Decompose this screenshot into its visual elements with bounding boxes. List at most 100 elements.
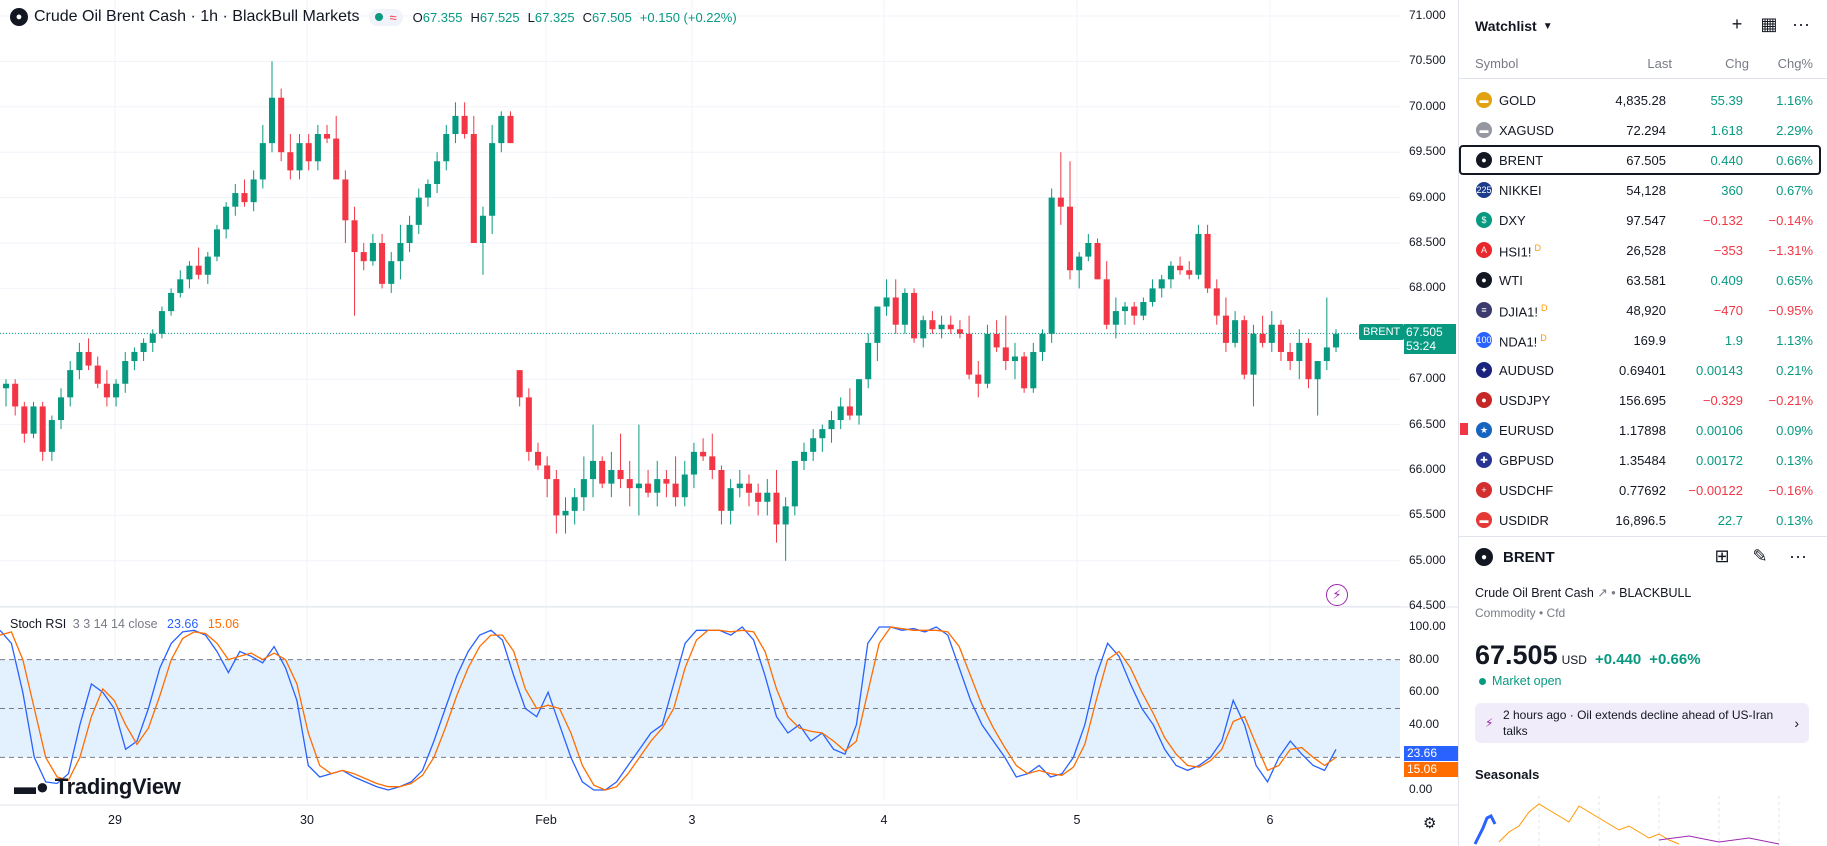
candle-body — [1287, 351, 1294, 362]
candle-body — [1323, 347, 1330, 362]
watchlist-selector[interactable]: Watchlist ▼ — [1475, 18, 1553, 34]
details-name[interactable]: Crude Oil Brent Cash — [1475, 586, 1594, 600]
candle-body — [892, 297, 899, 325]
watchlist-row-xagusd[interactable]: ▬ XAGUSD 72.294 1.618 2.29% — [1459, 115, 1821, 145]
nikkei-225-icon: 225 — [1476, 182, 1492, 198]
grid-icon[interactable]: ⊞ — [1714, 546, 1730, 566]
watchlist-chgp: −1.31% — [1768, 243, 1813, 258]
date-tick: 3 — [688, 813, 696, 827]
more-icon[interactable]: ··· — [1789, 546, 1807, 566]
oil-drop-icon: ● — [10, 8, 28, 26]
watchlist-chgp: 0.66% — [1776, 153, 1813, 168]
dollar-icon: $ — [1476, 212, 1492, 228]
oil-drop-icon: ● — [1476, 272, 1492, 288]
watchlist-row-brent[interactable]: ● BRENT 67.505 0.440 0.66% — [1459, 145, 1821, 175]
candle-body — [901, 292, 908, 325]
lightning-icon[interactable]: ⚡ — [1326, 584, 1348, 606]
candle-body — [654, 479, 661, 493]
candle-body — [489, 143, 496, 216]
candle-body — [140, 342, 147, 352]
candle-body — [1314, 361, 1321, 380]
watchlist-row-usdjpy[interactable]: ● USDJPY 156.695 −0.329 −0.21% — [1459, 385, 1821, 415]
watchlist-row-djia1[interactable]: ≡ DJIA1! D 48,920 −470 −0.95% — [1459, 295, 1821, 325]
candle-body — [745, 483, 752, 493]
column-header-chgp[interactable]: Chg% — [1777, 56, 1813, 71]
column-header-last[interactable]: Last — [1647, 56, 1672, 71]
price-tick: 68.500 — [1409, 235, 1446, 249]
more-icon[interactable]: ··· — [1792, 14, 1810, 34]
candle-body — [1277, 324, 1284, 352]
plus-icon[interactable]: + — [1731, 14, 1743, 34]
candle-body — [920, 320, 927, 339]
seasonals-title[interactable]: Seasonals — [1475, 767, 1540, 782]
watchlist-row-usdidr[interactable]: ▬ USDIDR 16,896.5 22.7 0.13% — [1459, 505, 1821, 535]
flag-marker-icon[interactable] — [1460, 423, 1468, 435]
watchlist-row-gbpusd[interactable]: ✚ GBPUSD 1.35484 0.00172 0.13% — [1459, 445, 1821, 475]
candle-body — [956, 329, 963, 334]
watchlist-last: 4,835.28 — [1615, 93, 1666, 108]
candle-body — [507, 115, 514, 144]
column-header-symbol[interactable]: Symbol — [1475, 56, 1519, 71]
watchlist-row-audusd[interactable]: ✦ AUDUSD 0.69401 0.00143 0.21% — [1459, 355, 1821, 385]
watchlist-chg: 22.7 — [1717, 513, 1743, 528]
candle-body — [232, 193, 239, 207]
details-price-row: 67.505 USD +0.440 +0.66% — [1475, 640, 1709, 671]
watchlist-row-wti[interactable]: ● WTI 63.581 0.409 0.65% — [1459, 265, 1821, 295]
column-header-chg[interactable]: Chg — [1725, 56, 1749, 71]
chart-title[interactable]: Crude Oil Brent Cash · 1h · BlackBull Ma… — [34, 8, 360, 25]
candle-body — [800, 451, 808, 461]
candle-body — [516, 370, 523, 398]
stoch-rsi-legend[interactable]: Stoch RSI 3 3 14 14 close 23.66 15.06 — [10, 617, 239, 631]
watchlist-last: 97.547 — [1626, 213, 1666, 228]
watchlist-row-eurusd[interactable]: ★ EURUSD 1.17898 0.00106 0.09% — [1459, 415, 1821, 445]
market-open-dot-icon — [1479, 677, 1486, 685]
chart-area[interactable]: ● Crude Oil Brent Cash · 1h · BlackBull … — [0, 0, 1459, 846]
watchlist-row-nda1[interactable]: 100 NDA1! D 169.9 1.9 1.13% — [1459, 325, 1821, 355]
candle-body — [1103, 279, 1110, 325]
candle-body — [39, 406, 46, 452]
candle-body — [498, 115, 505, 144]
details-symbol: BRENT — [1503, 548, 1555, 566]
price-tick: 66.500 — [1409, 416, 1446, 431]
eu-us-flag-icon: ★ — [1476, 422, 1492, 438]
candle-body — [195, 265, 202, 275]
candle-body — [278, 97, 285, 153]
watchlist-row-dxy[interactable]: $ DXY 97.547 −0.132 −0.14% — [1459, 205, 1821, 235]
watchlist-chgp: 1.13% — [1776, 333, 1813, 348]
watchlist-chgp: −0.16% — [1768, 483, 1813, 498]
watchlist-row-nikkei[interactable]: 225 NIKKEI 54,128 360 0.67% — [1459, 175, 1821, 205]
price-tick: 67.000 — [1409, 371, 1446, 386]
candle-body — [966, 333, 973, 375]
layout-icon[interactable]: ▦ — [1760, 14, 1778, 34]
candle-body — [287, 152, 294, 171]
market-status-pill[interactable]: ≈ — [369, 8, 403, 26]
news-banner[interactable]: ⚡ 2 hours ago · Oil extends decline ahea… — [1475, 703, 1809, 743]
candle-body — [846, 406, 853, 416]
candle-body — [773, 492, 780, 525]
chart-canvas[interactable] — [0, 0, 1458, 846]
candle-body — [1122, 306, 1129, 312]
candle-body — [718, 470, 725, 511]
gear-icon[interactable]: ⚙ — [1423, 815, 1437, 832]
candle-body — [250, 179, 257, 203]
candle-body — [690, 451, 697, 475]
watchlist-toolbar: + ▦ ··· — [1721, 14, 1817, 35]
watchlist-row-usdchf[interactable]: + USDCHF 0.77692 −0.00122 −0.16% — [1459, 475, 1821, 505]
candle-body — [571, 497, 578, 511]
details-exchange[interactable]: BLACKBULL — [1619, 586, 1692, 600]
watchlist-row-gold[interactable]: ▬ GOLD 4,835.28 55.39 1.16% — [1459, 85, 1821, 115]
tradingview-logo[interactable]: ▬● TradingView — [14, 774, 181, 800]
seasonals-prev-year-line — [1498, 803, 1680, 845]
divider — [1459, 536, 1827, 537]
watchlist-row-hsi1[interactable]: A HSI1! D 26,528 −353 −1.31% — [1459, 235, 1821, 265]
wave-icon: ≈ — [389, 9, 397, 25]
edit-icon[interactable]: ✎ — [1752, 546, 1768, 566]
ohlc-high: H67.525 — [470, 9, 520, 25]
tradingview-mark-icon: ▬● — [14, 774, 49, 799]
candle-body — [663, 479, 670, 484]
watchlist-symbol: NIKKEI — [1499, 183, 1542, 198]
candle-body — [580, 479, 587, 498]
seasonals-chart[interactable] — [1459, 796, 1827, 846]
us-ch-flag-icon: + — [1476, 482, 1492, 498]
external-link-icon[interactable]: ↗ — [1597, 586, 1608, 600]
